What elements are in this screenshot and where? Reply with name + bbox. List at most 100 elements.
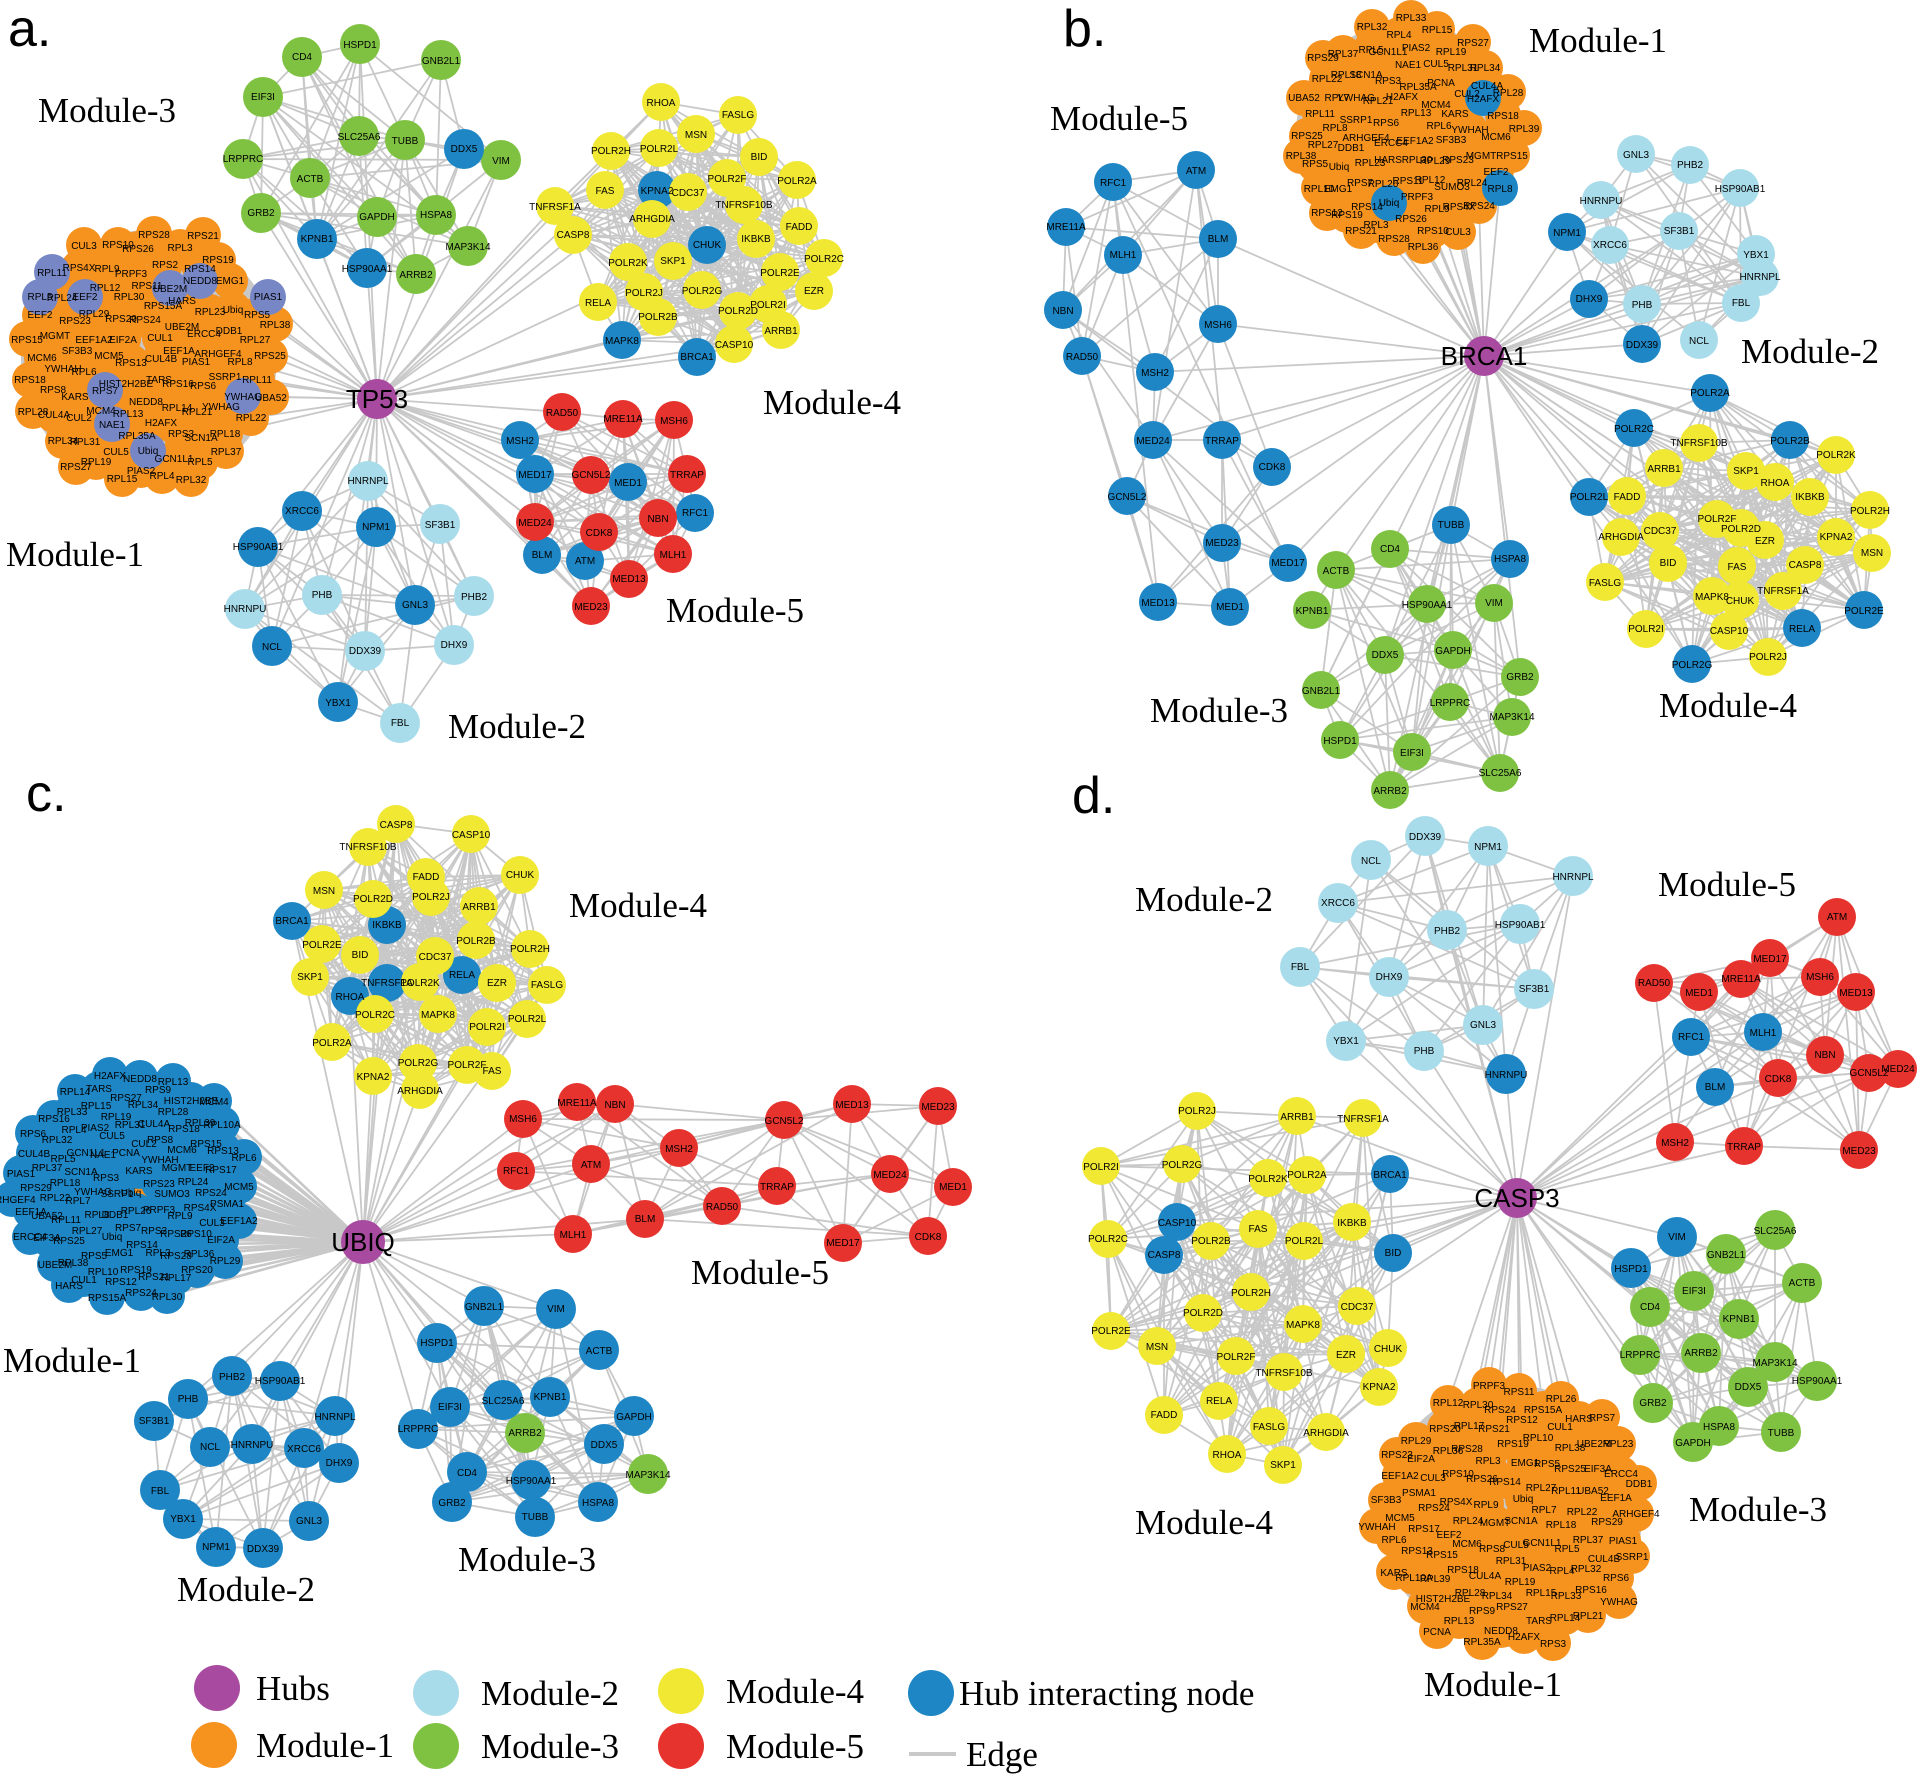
svg-text:RPL34: RPL34 xyxy=(1470,63,1501,74)
svg-text:FBL: FBL xyxy=(151,1486,170,1497)
svg-text:PHB: PHB xyxy=(178,1394,199,1405)
svg-text:TNFRSF10B: TNFRSF10B xyxy=(1255,1368,1313,1379)
svg-text:HIST2H2BE: HIST2H2BE xyxy=(164,1096,219,1107)
svg-text:RPS8: RPS8 xyxy=(40,385,67,396)
svg-text:FASLG: FASLG xyxy=(722,110,754,121)
svg-text:Module-1: Module-1 xyxy=(1529,21,1667,60)
svg-text:EEF2: EEF2 xyxy=(27,310,52,321)
svg-text:HARS: HARS xyxy=(55,1281,83,1292)
svg-text:RPL11: RPL11 xyxy=(242,375,272,386)
svg-text:YWHAH: YWHAH xyxy=(44,364,81,375)
svg-text:Ubiq: Ubiq xyxy=(138,446,159,457)
svg-text:POLR2L: POLR2L xyxy=(508,1014,547,1025)
svg-text:ARRB1: ARRB1 xyxy=(462,902,496,913)
svg-text:SKP1: SKP1 xyxy=(660,256,686,267)
svg-text:NCL: NCL xyxy=(200,1442,220,1453)
svg-text:RPL9: RPL9 xyxy=(1473,1500,1498,1511)
svg-text:POLR2C: POLR2C xyxy=(1614,424,1654,435)
svg-text:FASLG: FASLG xyxy=(1253,1422,1285,1433)
svg-text:RPL9: RPL9 xyxy=(94,264,119,275)
svg-text:RPL24: RPL24 xyxy=(1457,178,1488,189)
svg-text:EZR: EZR xyxy=(1755,536,1775,547)
svg-text:SCN1A: SCN1A xyxy=(1349,70,1383,81)
svg-text:CDK8: CDK8 xyxy=(1765,1074,1792,1085)
svg-text:a.: a. xyxy=(8,0,51,58)
svg-text:MAPK8: MAPK8 xyxy=(605,336,639,347)
svg-text:RPS25: RPS25 xyxy=(254,351,286,362)
svg-text:RPL29: RPL29 xyxy=(1420,156,1451,167)
svg-text:RPS5: RPS5 xyxy=(1534,1459,1561,1470)
svg-text:HSP90AB1: HSP90AB1 xyxy=(1495,920,1546,931)
svg-text:RPL32: RPL32 xyxy=(176,475,207,486)
svg-text:RPL8: RPL8 xyxy=(84,1210,109,1221)
svg-text:KPNA2: KPNA2 xyxy=(1820,532,1853,543)
svg-text:RPL10A: RPL10A xyxy=(1395,1573,1433,1584)
svg-text:POLR2F: POLR2F xyxy=(1698,514,1737,525)
svg-text:NPM1: NPM1 xyxy=(202,1542,230,1553)
svg-text:RPL9: RPL9 xyxy=(1424,204,1449,215)
svg-text:ATM: ATM xyxy=(575,556,595,567)
svg-text:HNRNPL: HNRNPL xyxy=(347,476,389,487)
svg-text:UBA52: UBA52 xyxy=(1288,93,1320,104)
svg-text:KPNB1: KPNB1 xyxy=(1296,606,1329,617)
svg-text:RPS28: RPS28 xyxy=(138,230,170,241)
svg-text:MAPK8: MAPK8 xyxy=(1286,1320,1320,1331)
svg-text:TNFRSF1A: TNFRSF1A xyxy=(529,202,581,213)
svg-text:UBA52: UBA52 xyxy=(1577,1486,1609,1497)
svg-text:GNB2L1: GNB2L1 xyxy=(465,1302,504,1313)
svg-text:BID: BID xyxy=(1660,558,1677,569)
svg-text:Edge: Edge xyxy=(966,1735,1038,1774)
svg-text:ERCC4: ERCC4 xyxy=(13,1232,47,1243)
svg-text:RPL19: RPL19 xyxy=(101,1112,132,1123)
svg-text:NPM1: NPM1 xyxy=(1553,228,1581,239)
svg-text:EZR: EZR xyxy=(804,286,824,297)
svg-text:CUL4B: CUL4B xyxy=(145,354,178,365)
svg-text:RPL6: RPL6 xyxy=(1426,121,1451,132)
svg-text:RPL28: RPL28 xyxy=(1455,1588,1486,1599)
svg-text:RPS3: RPS3 xyxy=(1540,1639,1567,1650)
svg-text:MSH2: MSH2 xyxy=(1661,1138,1689,1149)
svg-text:RPS7: RPS7 xyxy=(92,386,119,397)
svg-text:MSH6: MSH6 xyxy=(509,1114,537,1125)
svg-text:RPS18: RPS18 xyxy=(1487,111,1519,122)
svg-text:RPL12: RPL12 xyxy=(1415,175,1446,186)
svg-text:RPL5: RPL5 xyxy=(1358,45,1383,56)
svg-text:EIF2A: EIF2A xyxy=(109,335,137,346)
svg-text:NAE1: NAE1 xyxy=(1395,60,1422,71)
svg-text:IKBKB: IKBKB xyxy=(372,920,402,931)
svg-text:RPL15: RPL15 xyxy=(1526,1588,1557,1599)
svg-text:UBE2M: UBE2M xyxy=(153,284,187,295)
svg-text:RFC1: RFC1 xyxy=(503,1166,530,1177)
svg-text:RPL21: RPL21 xyxy=(1573,1611,1604,1622)
svg-text:ARRB2: ARRB2 xyxy=(1373,786,1407,797)
svg-text:YBX1: YBX1 xyxy=(170,1514,196,1525)
svg-text:KPNA2: KPNA2 xyxy=(357,1072,390,1083)
svg-text:SUMO3: SUMO3 xyxy=(1434,182,1470,193)
svg-text:RPL3: RPL3 xyxy=(1363,220,1388,231)
svg-text:DDX5: DDX5 xyxy=(591,1440,618,1451)
svg-text:RAD50: RAD50 xyxy=(546,408,579,419)
svg-text:MCM6: MCM6 xyxy=(27,353,57,364)
svg-text:RPL26: RPL26 xyxy=(121,1206,152,1217)
svg-text:CUL4B: CUL4B xyxy=(18,1149,51,1160)
svg-text:CUL5: CUL5 xyxy=(1423,59,1449,70)
svg-text:MAP3K14: MAP3K14 xyxy=(445,242,490,253)
svg-text:Ubiq: Ubiq xyxy=(1379,198,1400,209)
svg-text:Module-4: Module-4 xyxy=(763,383,901,422)
svg-text:RPL14: RPL14 xyxy=(60,1087,91,1098)
svg-text:RPS11: RPS11 xyxy=(1393,176,1424,187)
svg-text:ARHGDIA: ARHGDIA xyxy=(629,214,675,225)
svg-text:KARS: KARS xyxy=(61,392,89,403)
svg-text:EIF3I: EIF3I xyxy=(1400,748,1424,759)
svg-text:Ubiq: Ubiq xyxy=(1329,162,1350,173)
svg-text:POLR2A: POLR2A xyxy=(1690,388,1730,399)
svg-text:DHX9: DHX9 xyxy=(326,1458,353,1469)
svg-text:RPS20: RPS20 xyxy=(1429,1424,1461,1435)
svg-text:POLR2B: POLR2B xyxy=(1191,1236,1231,1247)
svg-text:Module-5: Module-5 xyxy=(691,1253,829,1292)
svg-text:CUL4A: CUL4A xyxy=(138,1119,171,1130)
svg-text:POLR2D: POLR2D xyxy=(353,894,393,905)
svg-text:RPL24: RPL24 xyxy=(1453,1516,1484,1527)
svg-text:XRCC6: XRCC6 xyxy=(285,506,319,517)
svg-text:NEDD8: NEDD8 xyxy=(129,397,163,408)
